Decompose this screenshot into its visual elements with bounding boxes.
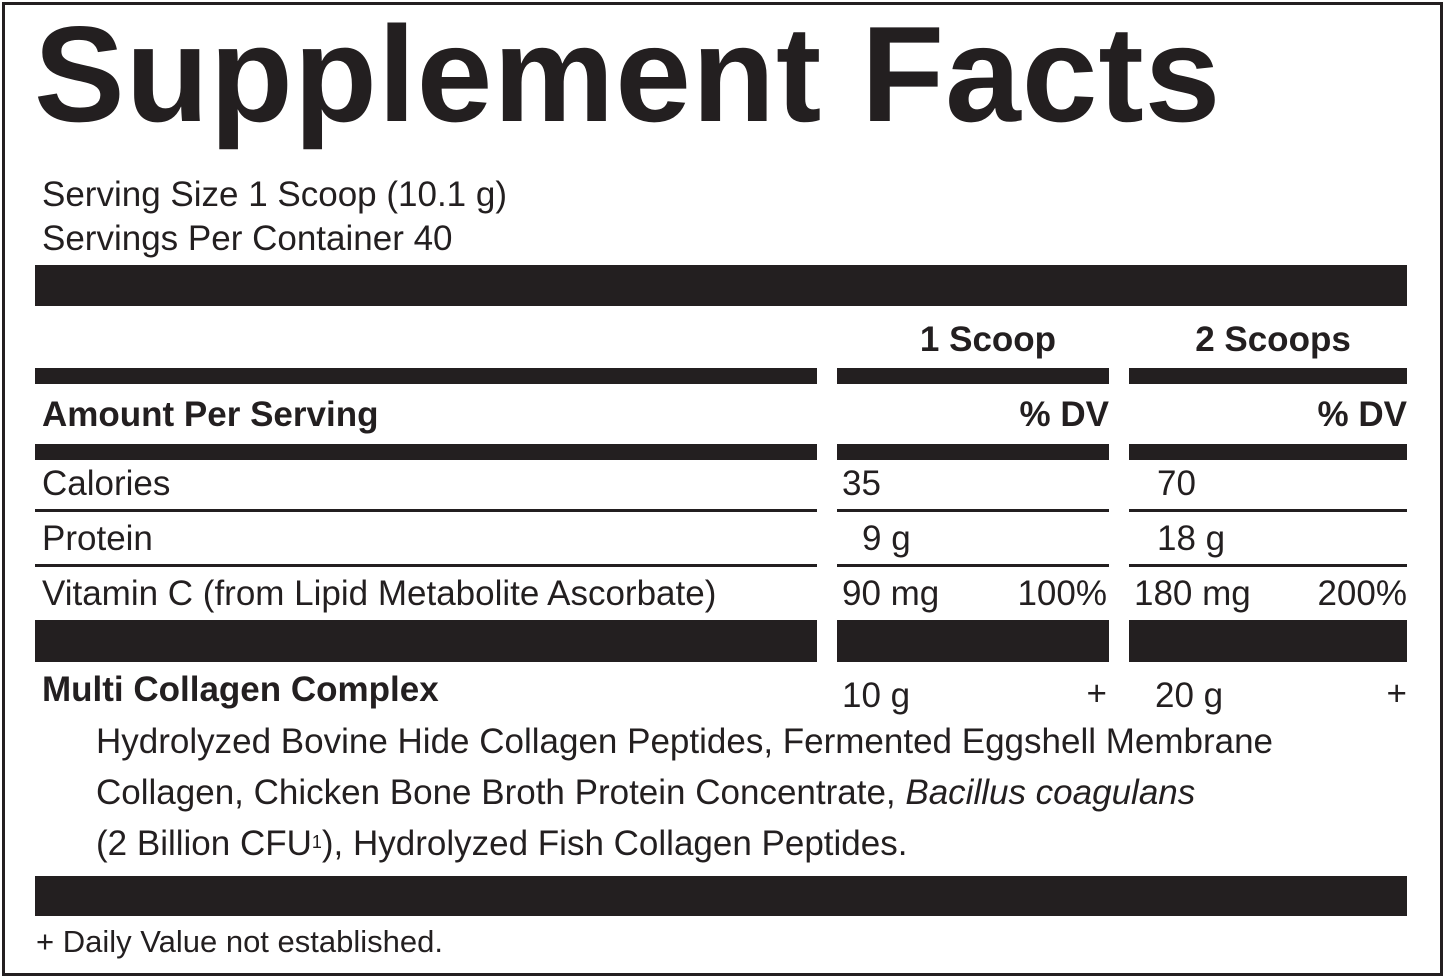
column-header-1-scoop: 1 Scoop [919,320,1057,359]
footnote-marker: 1 [311,832,322,852]
blend-name: Multi Collagen Complex [42,670,439,709]
servings-per-container: Servings Per Container 40 [42,219,453,258]
calories-col1-amount: 35 [842,464,881,503]
divider-thin [837,564,1109,567]
divider-thin [35,564,817,567]
divider-thick [35,620,817,662]
protein-col1-amount: 9 g [862,519,911,558]
vitamin-c-col1-dv: 100% [1017,574,1107,613]
divider [1129,444,1407,460]
divider-thick [1129,620,1407,662]
divider [35,368,817,384]
blend-ingredients-line-1: Hydrolyzed Bovine Hide Collagen Peptides… [96,722,1274,761]
calories-col2-amount: 70 [1157,464,1196,503]
divider-thin [1129,564,1407,567]
blend-col1-dv: + [1086,674,1107,713]
blend-col2-amount: 20 g [1155,676,1224,715]
footnote: + Daily Value not established. [36,924,443,959]
divider-thin [1129,509,1407,512]
blend-ingredients-line-3: (2 Billion CFU1), Hydrolyzed Fish Collag… [96,824,907,864]
divider-thick [35,265,1407,306]
divider-thin [837,509,1109,512]
divider [35,444,817,460]
ingredients-text: Collagen, Chicken Bone Broth Protein Con… [96,773,906,812]
page-title: Supplement Facts [34,0,1222,150]
divider-thin [35,509,817,512]
ingredients-text: (2 Billion CFU [96,824,312,863]
probiotic-name: Bacillus coagulans [905,773,1196,812]
vitamin-c-col1-amount: 90 mg [842,574,940,613]
serving-size: Serving Size 1 Scoop (10.1 g) [42,175,507,214]
blend-col2-dv: + [1386,674,1407,713]
blend-col1-amount: 10 g [842,676,911,715]
dv-header-col1: % DV [1019,395,1109,434]
divider-thick [35,876,1407,916]
amount-per-serving-heading: Amount Per Serving [42,395,379,434]
dv-header-col2: % DV [1317,395,1407,434]
divider-thick [837,620,1109,662]
vitamin-c-col2-amount: 180 mg [1134,574,1251,613]
column-header-2-scoops: 2 Scoops [1195,320,1351,359]
nutrient-name-calories: Calories [42,464,171,503]
nutrient-name-vitamin-c: Vitamin C (from Lipid Metabolite Ascorba… [42,574,717,613]
divider [837,368,1109,384]
ingredients-text: ), Hydrolyzed Fish Collagen Peptides. [321,824,908,863]
nutrient-name-protein: Protein [42,519,153,558]
protein-col2-amount: 18 g [1157,519,1226,558]
divider [1129,368,1407,384]
divider [837,444,1109,460]
vitamin-c-col2-dv: 200% [1317,574,1407,613]
blend-ingredients-line-2: Collagen, Chicken Bone Broth Protein Con… [96,773,1195,813]
